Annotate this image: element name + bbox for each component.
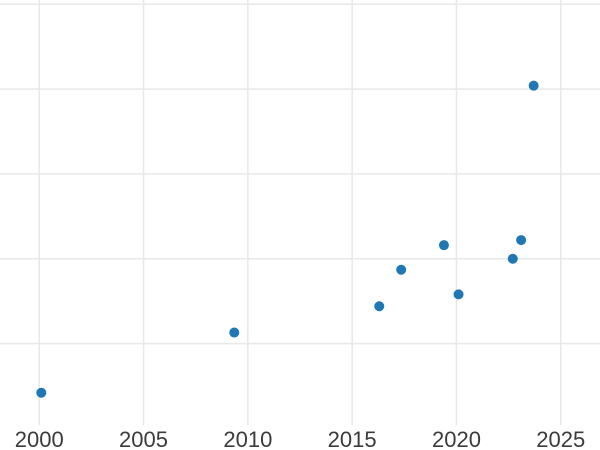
x-tick-label: 2010 xyxy=(223,427,272,450)
data-point xyxy=(507,253,518,264)
data-point xyxy=(396,264,407,275)
data-point xyxy=(229,327,240,338)
x-tick-label: 2005 xyxy=(119,427,168,450)
data-point xyxy=(374,301,385,312)
x-tick-label: 2020 xyxy=(432,427,481,450)
data-point xyxy=(438,240,449,251)
x-tick-label: 2000 xyxy=(15,427,64,450)
x-tick-label: 2015 xyxy=(328,427,377,450)
data-point xyxy=(516,235,527,246)
data-points xyxy=(36,80,539,398)
x-tick-labels: 2000 2005 2010 2015 2020 2025 xyxy=(15,427,586,450)
gridlines xyxy=(0,0,600,425)
data-point xyxy=(528,80,539,91)
data-point xyxy=(36,387,47,398)
data-point xyxy=(453,289,464,300)
x-tick-label: 2025 xyxy=(536,427,585,450)
